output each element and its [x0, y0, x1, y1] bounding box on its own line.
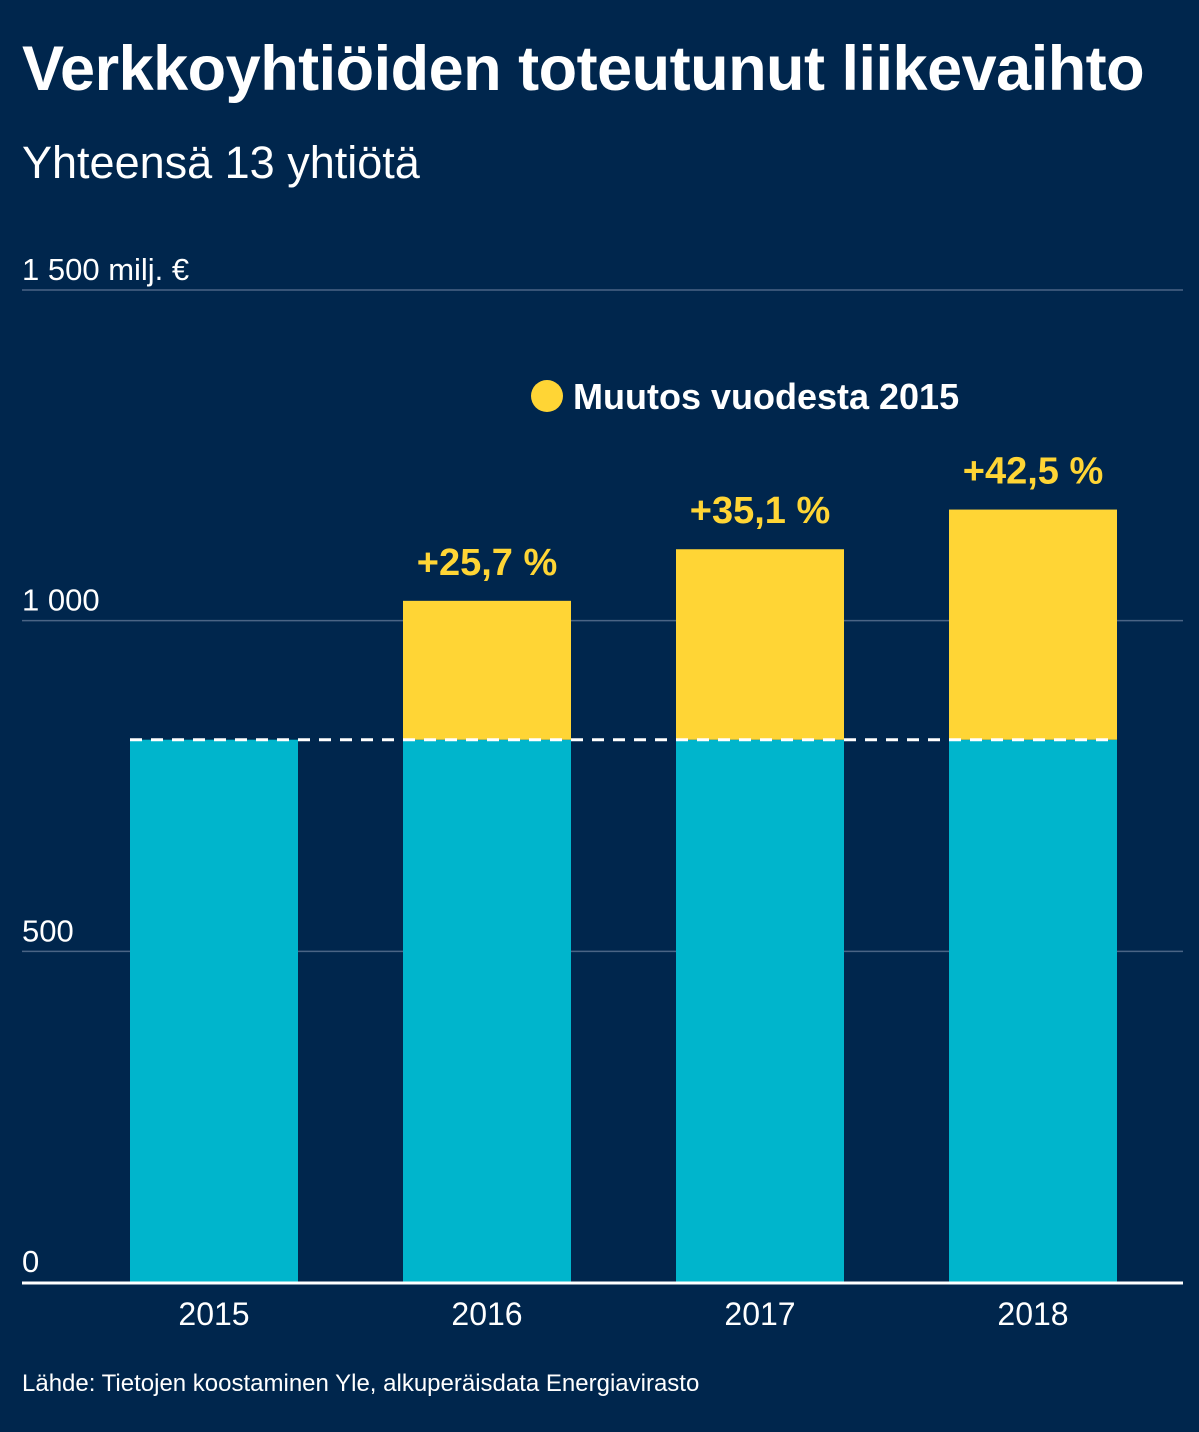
bar-change	[949, 509, 1117, 740]
legend-swatch	[531, 380, 563, 412]
x-tick-label: 2017	[724, 1296, 795, 1332]
bar-change	[403, 600, 571, 740]
bar-change	[676, 549, 844, 740]
data-label: +42,5 %	[963, 451, 1104, 493]
x-tick-label: 2016	[451, 1296, 522, 1332]
bar-base	[403, 739, 571, 1282]
x-tick-label: 2018	[997, 1296, 1068, 1332]
data-label: +25,7 %	[417, 542, 558, 584]
y-tick-label: 1 000	[22, 583, 100, 618]
y-tick-label: 1 500 milj. €	[22, 252, 189, 287]
bar-base	[130, 739, 298, 1282]
y-tick-label: 0	[22, 1244, 39, 1279]
x-tick-label: 2015	[178, 1296, 249, 1332]
legend-label: Muutos vuodesta 2015	[573, 376, 959, 417]
y-tick-label: 500	[22, 913, 74, 948]
chart-title: Verkkoyhtiöiden toteutunut liikevaihto	[22, 34, 1145, 104]
bar-base	[676, 739, 844, 1282]
data-label: +35,1 %	[690, 490, 831, 532]
bar-base	[949, 739, 1117, 1282]
chart-source: Lähde: Tietojen koostaminen Yle, alkuper…	[22, 1370, 700, 1397]
chart-subtitle: Yhteensä 13 yhtiötä	[22, 137, 420, 188]
